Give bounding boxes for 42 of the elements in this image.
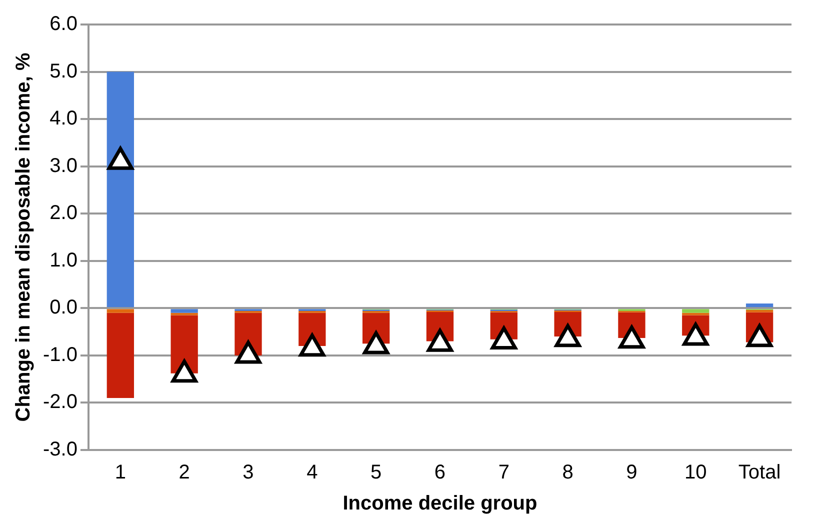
x-tick-label: 8 — [562, 462, 574, 484]
point — [299, 334, 326, 357]
bar — [170, 309, 198, 313]
x-tick-label: 6 — [434, 462, 446, 484]
point — [490, 326, 517, 350]
bar — [170, 312, 198, 316]
x-tick-label: 5 — [370, 462, 382, 484]
y-axis-title: Change in mean disposable income, % — [12, 52, 35, 422]
x-axis-title: Income decile group — [342, 492, 538, 515]
x-tick-label: 2 — [178, 462, 190, 484]
point — [107, 146, 134, 170]
x-tick-label: 1 — [114, 462, 126, 484]
point — [235, 340, 262, 364]
x-tick-label: 9 — [626, 462, 638, 484]
point — [554, 324, 581, 348]
y-tick-label: -3.0 — [42, 438, 78, 461]
bar — [106, 309, 134, 313]
point — [171, 360, 198, 383]
y-tick-label: -1.0 — [42, 344, 78, 366]
bar — [106, 312, 134, 398]
point — [363, 331, 390, 354]
x-tick-label: 10 — [684, 462, 707, 484]
y-tick-label: 2.0 — [50, 202, 78, 224]
bar — [746, 303, 774, 308]
point — [618, 326, 645, 349]
y-tick-label: 4.0 — [50, 108, 78, 130]
point — [682, 322, 709, 346]
y-tick-label: 1.0 — [50, 249, 78, 272]
point — [426, 328, 453, 352]
y-tick-label: -2.0 — [42, 391, 78, 414]
x-tick-label: 7 — [498, 462, 510, 484]
bar — [170, 315, 198, 374]
y-tick-label: 3.0 — [50, 154, 78, 177]
x-tick-label: Total — [738, 462, 781, 484]
y-tick-label: 0.0 — [50, 296, 78, 319]
bar — [106, 72, 134, 308]
x-tick-label: 3 — [242, 462, 254, 484]
x-tick-label: 4 — [306, 462, 318, 484]
y-tick-label: 5.0 — [50, 60, 78, 82]
y-tick-label: 6.0 — [50, 13, 78, 36]
bar — [682, 309, 710, 313]
bar — [682, 312, 710, 316]
